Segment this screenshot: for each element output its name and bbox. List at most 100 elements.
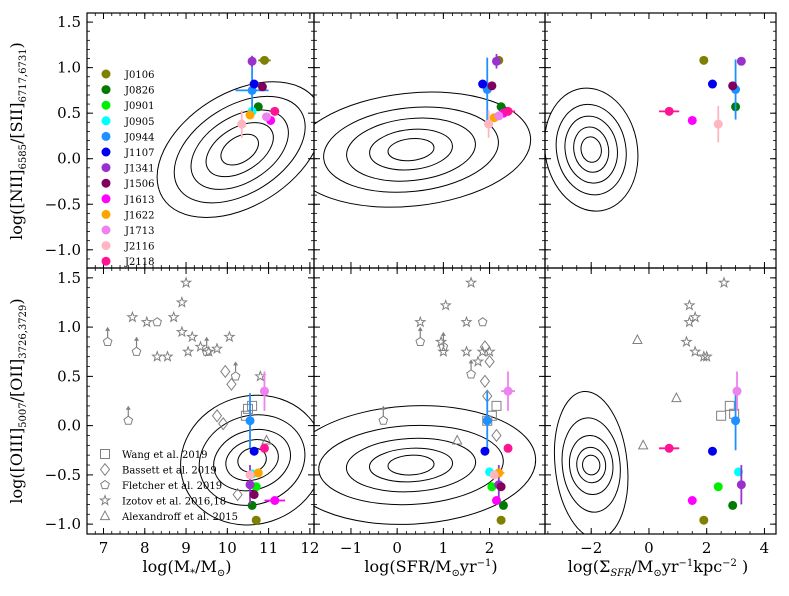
literature-star-marker	[689, 310, 702, 323]
density-contour	[553, 390, 629, 534]
point-J2118	[259, 443, 269, 453]
legend-marker-J2118	[101, 256, 111, 266]
legend-square-marker	[100, 449, 110, 459]
panel-top-3	[544, 12, 777, 269]
point-J2118	[664, 443, 674, 453]
literature-star-marker	[182, 345, 195, 357]
point-J2118	[664, 106, 674, 116]
density-contour	[346, 117, 476, 182]
literature-star-marker	[140, 315, 153, 328]
literature-star-marker	[439, 299, 452, 311]
literature-star-marker	[161, 350, 174, 362]
density-contour	[561, 417, 621, 513]
density-contour	[198, 414, 306, 506]
point-J1713	[262, 112, 272, 122]
literature-legend-label: Izotov et al. 2016,18	[122, 497, 226, 508]
x-tick-label: 10	[218, 539, 237, 557]
density-contour	[568, 435, 614, 496]
density-contour	[580, 136, 602, 163]
point-J1107	[707, 79, 717, 89]
panel-frame	[313, 12, 546, 269]
literature-star-marker	[186, 330, 199, 343]
legend-label-J1341: J1341	[124, 164, 154, 175]
point-J2116	[245, 470, 255, 480]
literature-legend-label: Wang et al. 2019	[122, 450, 207, 461]
lower-limit-arrow-head	[440, 331, 446, 336]
point-J1506	[728, 81, 738, 91]
density-contour	[156, 81, 314, 218]
literature-triangle-marker	[261, 434, 272, 445]
literature-triangle-marker	[632, 333, 643, 345]
x-tick-label: −1	[340, 539, 362, 557]
density-contour	[564, 115, 618, 184]
literature-star-marker	[223, 330, 236, 343]
panel-frame	[544, 12, 777, 269]
literature-star-marker	[202, 345, 215, 357]
density-contour	[576, 446, 607, 484]
panel-frame	[86, 267, 315, 535]
literature-pentagon-marker	[152, 317, 162, 327]
literature-triangle-marker	[451, 434, 463, 445]
literature-square-marker	[482, 415, 493, 426]
density-contour	[387, 454, 435, 476]
galaxy-legend: J0106 J0826 J0901 J0905 J0944 J1107 J1341 J1506…	[101, 69, 154, 268]
point-J1341	[736, 480, 746, 490]
y-tick-label: 0.5	[57, 104, 81, 122]
legend-star-marker	[98, 494, 112, 506]
density-contour	[323, 106, 499, 193]
literature-diamond-marker	[484, 354, 495, 369]
y-tick-label: 1.5	[57, 13, 81, 31]
point-J1713	[732, 386, 742, 396]
point-J0944	[731, 416, 741, 426]
literature-pentagon-marker	[230, 371, 241, 381]
panel-frame	[544, 267, 777, 535]
literature-star-marker	[471, 355, 485, 367]
x-tick-label: 9	[181, 539, 191, 557]
point-J1613	[687, 115, 697, 125]
legend-marker-J0905	[101, 116, 111, 126]
density-contour	[190, 109, 289, 190]
literature-pentagon-marker	[415, 336, 426, 346]
literature-star-marker	[683, 299, 696, 311]
plot-area	[102, 276, 314, 526]
legend-label-J2116: J2116	[124, 242, 154, 253]
legend-marker-J0106	[101, 69, 111, 79]
legend-label-J0901: J0901	[124, 101, 154, 112]
x-tick-label: 2	[702, 539, 712, 557]
x-tick-label: 0	[392, 539, 402, 557]
literature-star-marker	[700, 350, 713, 362]
legend-label-J1713: J1713	[124, 226, 154, 237]
literature-square-marker	[247, 400, 258, 411]
literature-star-marker	[210, 342, 224, 355]
density-contour	[213, 429, 291, 492]
point-J2116	[484, 119, 494, 129]
legend-marker-J1713	[101, 225, 111, 235]
literature-star-marker	[689, 345, 702, 357]
x-tick-label: 0	[644, 539, 654, 557]
point-J1107	[478, 79, 488, 89]
x-tick-label: 7	[99, 539, 109, 557]
point-J0944	[245, 416, 255, 426]
point-J1341	[736, 56, 746, 66]
density-contour	[180, 394, 314, 526]
y-tick-label: 1.0	[57, 59, 81, 77]
literature-triangle-marker	[637, 439, 649, 450]
density-contour	[205, 122, 274, 178]
point-J0826	[498, 500, 508, 510]
panel-frame	[86, 12, 315, 269]
legend-marker-J1622	[101, 209, 111, 219]
literature-star-marker	[194, 340, 207, 353]
point-J1107	[249, 446, 259, 456]
legend-marker-J1107	[101, 147, 111, 157]
legend-triangle-marker	[99, 509, 111, 521]
legend-label-J1506: J1506	[124, 179, 154, 190]
point-J1506	[257, 82, 267, 92]
literature-triangle-marker	[671, 392, 682, 403]
literature-legend: Wang et al. 2019 Bassett et al. 2019 Fletc…	[98, 449, 238, 523]
point-J1622	[253, 468, 263, 478]
density-contour	[314, 91, 532, 208]
point-J1713	[503, 386, 513, 396]
literature-diamond-marker	[211, 409, 223, 423]
legend-marker-J0901	[101, 100, 111, 110]
density-contour	[387, 137, 435, 162]
